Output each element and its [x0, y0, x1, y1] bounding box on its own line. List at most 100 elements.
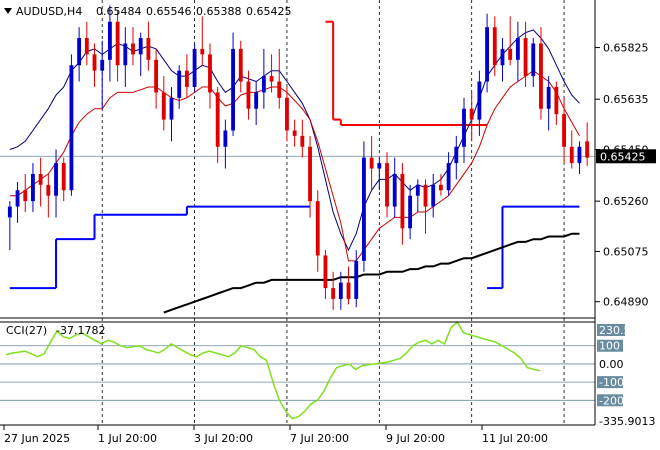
- candle-body: [331, 288, 336, 299]
- cci-axis: 230.5939 100 0.00 -100 -200 -335.9013: [597, 324, 655, 428]
- candle: [285, 86, 289, 142]
- candles: [7, 5, 590, 310]
- candle-body: [523, 38, 528, 77]
- candle-body: [138, 38, 143, 55]
- candle-body: [508, 48, 513, 60]
- time-tick-label: 11 Jul 20:00: [482, 432, 548, 445]
- candle: [292, 119, 297, 147]
- candle: [161, 76, 166, 131]
- high-value: 0.65546: [146, 5, 192, 18]
- candle: [169, 86, 174, 142]
- cci-tick-label: 100: [599, 340, 620, 353]
- cci-level-tag: [597, 394, 623, 407]
- candle-body: [492, 27, 497, 66]
- candle-body: [300, 135, 305, 147]
- candle-body: [454, 146, 459, 164]
- price-axis[interactable]: 0.658250.656350.654500.652600.650750.648…: [595, 42, 656, 309]
- candle: [200, 16, 205, 66]
- candle-body: [23, 190, 28, 202]
- price-tick-label: 0.64890: [603, 296, 649, 309]
- candle: [38, 157, 43, 207]
- candle-body: [562, 114, 566, 147]
- candle: [231, 32, 235, 136]
- candle: [469, 92, 474, 142]
- candle: [7, 201, 12, 251]
- candle: [269, 54, 274, 93]
- candle: [577, 141, 582, 174]
- candle-body: [469, 108, 474, 120]
- candle-body: [408, 195, 413, 229]
- low-value: 0.65388: [196, 5, 242, 18]
- ma-fast-line: [9, 29, 580, 252]
- candle: [485, 13, 490, 93]
- candle: [323, 250, 328, 299]
- candle: [308, 135, 312, 218]
- candle: [277, 48, 282, 109]
- candle: [569, 130, 574, 169]
- candle: [477, 70, 482, 136]
- candle-body: [423, 184, 428, 207]
- candle: [223, 119, 228, 169]
- cci-tick-label: 0.00: [599, 358, 624, 371]
- candle-body: [346, 282, 351, 299]
- candle-body: [131, 43, 135, 55]
- candle-body: [7, 206, 12, 218]
- candle-body: [377, 163, 382, 169]
- ma-slow-line: [163, 232, 580, 314]
- candle: [61, 157, 66, 202]
- candle-body: [292, 130, 297, 136]
- candle-body: [400, 173, 405, 229]
- candle-body: [200, 48, 205, 55]
- candle: [184, 54, 189, 98]
- candle: [454, 135, 459, 180]
- candle: [492, 16, 497, 77]
- ma-mid-line: [9, 70, 580, 262]
- candle-body: [223, 130, 228, 147]
- cci-value: -37.1782: [56, 324, 105, 337]
- cci-level-tag: [597, 339, 623, 352]
- candle: [539, 27, 543, 120]
- candle: [554, 81, 559, 126]
- candle: [438, 173, 443, 196]
- candle: [107, 5, 112, 82]
- candle-body: [546, 86, 551, 109]
- candle: [123, 27, 128, 87]
- price-tick-label: 0.65260: [603, 195, 649, 208]
- price-tick-label: 0.65075: [603, 245, 649, 258]
- candle: [354, 250, 359, 308]
- candle: [177, 65, 182, 109]
- candle: [254, 81, 259, 126]
- price-tick-label: 0.65825: [603, 42, 649, 55]
- candle: [131, 27, 135, 66]
- candle-body: [123, 43, 128, 66]
- candle-body: [285, 97, 289, 131]
- candle-body: [485, 27, 490, 82]
- candle-body: [269, 76, 274, 82]
- candle-body: [61, 163, 66, 191]
- time-axis[interactable]: 27 Jun 2025 1 Jul 20:00 3 Jul 20:00 7 Jul 2…: [3, 425, 548, 445]
- cci-level-tag: [597, 376, 623, 389]
- candle-body: [354, 260, 359, 299]
- candle-body: [115, 21, 120, 66]
- candle: [392, 157, 397, 218]
- candle-body: [107, 21, 112, 60]
- candle: [562, 97, 566, 164]
- chart-header: AUDUSD,H4 0.65484 0.65546 0.65388 0.6542…: [4, 5, 292, 18]
- candle-body: [184, 70, 189, 87]
- candle: [385, 152, 389, 218]
- candle: [15, 182, 20, 223]
- candle-body: [585, 141, 590, 158]
- candle: [400, 163, 405, 245]
- time-tick-label: 7 Jul 20:00: [290, 432, 349, 445]
- candle-body: [246, 81, 251, 109]
- candle-body: [277, 81, 282, 98]
- candle: [315, 190, 320, 272]
- candle: [346, 266, 351, 305]
- cci-tick-label: -335.9013: [599, 415, 655, 428]
- candle: [338, 271, 343, 310]
- candle-body: [77, 38, 82, 66]
- candle-body: [477, 81, 482, 120]
- collapse-triangle-icon[interactable]: [4, 8, 12, 14]
- candle: [523, 21, 528, 87]
